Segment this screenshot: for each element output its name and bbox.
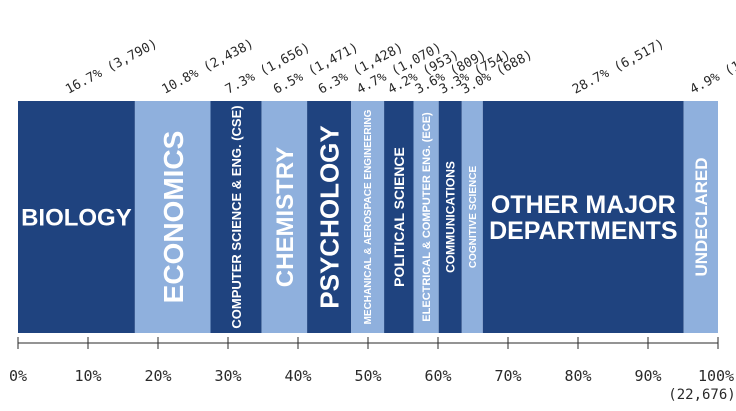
percentage-label-10: 28.7% (6,517): [570, 37, 667, 98]
segment-bar-10: [482, 101, 684, 333]
x-tick-label-0: 0%: [9, 367, 27, 385]
percentage-labels: 16.7% (3,790) 10.8% (2,438)7.3% (1,656)6.…: [63, 37, 736, 98]
x-axis: 0% 10% 20% 30% 40% 50% 60% 70% 80% 90% 100%: [9, 337, 734, 385]
percentage-label-11: 4.9% (1,102): [688, 40, 736, 97]
x-tick-label-4: 40%: [284, 367, 311, 385]
segment-bar-2: [210, 101, 262, 333]
segment-label-9: COGNITIVE SCIENCE: [468, 166, 479, 269]
segment-label-2: COMPUTER SCIENCE & ENG. (CSE): [229, 105, 244, 328]
x-tick-label-2: 20%: [144, 367, 171, 385]
segment-bar-7: [413, 101, 439, 333]
x-tick-label-5: 50%: [354, 367, 381, 385]
segment-label-7: ELECTRICAL & COMPUTER ENG. (ECE): [421, 112, 433, 322]
x-tick-label-6: 60%: [424, 367, 451, 385]
percentage-label-0: 16.7% (3,790): [63, 37, 160, 98]
x-tick-label-7: 70%: [494, 367, 521, 385]
segment-bar-4: [307, 101, 352, 333]
segment-bar-0: [18, 101, 135, 333]
segment-bar-6: [384, 101, 414, 333]
x-tick-label-3: 30%: [214, 367, 241, 385]
segment-bars: [18, 101, 718, 333]
x-tick-label-1: 10%: [74, 367, 101, 385]
segment-labels: BIOLOGY ECONOMICS COMPUTER SCIENCE & ENG. …: [21, 105, 711, 328]
segment-label-4: PSYCHOLOGY: [315, 125, 345, 308]
x-tick-label-9: 90%: [634, 367, 661, 385]
segment-bar-11: [683, 101, 718, 333]
total-count-label: (22,676): [668, 387, 735, 403]
segment-label-10: OTHER MAJOR DEPARTMENTS: [489, 191, 677, 245]
segment-label-6: POLITICAL SCIENCE: [391, 147, 407, 287]
segment-bar-9: [461, 101, 483, 333]
segment-label-8: COMMUNICATIONS: [444, 161, 458, 273]
segment-label-5: MECHANICAL & AEROSPACE ENGINEERING: [363, 109, 374, 324]
segment-label-3: CHEMISTRY: [272, 147, 299, 287]
segment-label-11: UNDECLARED: [692, 158, 711, 277]
segment-bar-3: [261, 101, 308, 333]
x-tick-label-8: 80%: [564, 367, 591, 385]
segment-bar-5: [351, 101, 385, 333]
segment-label-1: ECONOMICS: [158, 131, 189, 304]
segment-label-0: BIOLOGY: [21, 205, 132, 232]
segment-bar-8: [438, 101, 462, 333]
segment-bar-1: [134, 101, 211, 333]
x-tick-label-10: 100%: [698, 367, 734, 385]
